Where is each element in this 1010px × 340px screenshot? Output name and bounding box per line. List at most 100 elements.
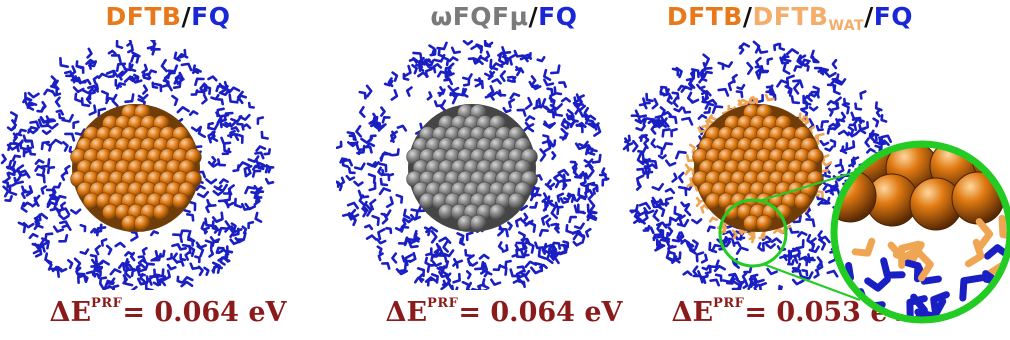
water-molecule bbox=[749, 278, 755, 288]
water-molecule bbox=[727, 79, 736, 92]
water-molecule bbox=[17, 128, 27, 136]
water-molecule bbox=[515, 241, 526, 251]
water-molecule bbox=[215, 211, 224, 223]
water-molecule bbox=[105, 244, 113, 256]
water-molecule bbox=[822, 183, 835, 191]
dftb-water-molecule bbox=[751, 96, 758, 106]
water-molecule bbox=[207, 161, 220, 168]
water-molecule bbox=[590, 183, 599, 193]
dftb-water-molecule bbox=[776, 227, 787, 235]
water-molecule bbox=[79, 248, 90, 255]
water-molecule bbox=[828, 107, 834, 117]
water-molecule bbox=[204, 239, 213, 250]
water-molecule bbox=[688, 79, 694, 89]
water-molecule bbox=[840, 111, 847, 122]
water-molecule bbox=[562, 120, 570, 129]
water-molecule bbox=[575, 123, 584, 134]
water-molecule bbox=[698, 77, 708, 84]
water-molecule bbox=[247, 220, 255, 230]
water-molecule bbox=[99, 276, 108, 285]
water-molecule bbox=[244, 166, 252, 178]
water-molecule bbox=[568, 215, 577, 224]
water-molecule bbox=[549, 92, 557, 103]
water-molecule bbox=[793, 65, 802, 72]
water-molecule bbox=[874, 101, 883, 112]
water-molecule bbox=[371, 214, 380, 226]
water-molecule bbox=[707, 98, 718, 106]
water-molecule bbox=[589, 148, 598, 155]
water-molecule bbox=[795, 239, 805, 250]
water-molecule bbox=[547, 110, 555, 119]
water-molecule bbox=[826, 269, 839, 278]
water-molecule bbox=[519, 56, 529, 63]
water-molecule bbox=[57, 266, 68, 273]
water-molecule bbox=[153, 82, 163, 93]
water-molecule bbox=[572, 240, 582, 247]
water-molecule bbox=[455, 88, 468, 97]
water-molecule bbox=[634, 117, 646, 124]
water-molecule bbox=[441, 249, 455, 258]
water-molecule bbox=[504, 259, 512, 268]
water-molecule bbox=[574, 142, 587, 151]
water-molecule bbox=[684, 203, 692, 217]
water-molecule bbox=[545, 217, 552, 228]
water-molecule bbox=[236, 232, 247, 241]
water-molecule bbox=[341, 158, 349, 168]
water-molecule bbox=[560, 127, 568, 141]
water-molecule bbox=[353, 180, 364, 187]
water-molecule-zoomed bbox=[864, 276, 891, 292]
water-molecule bbox=[792, 214, 802, 224]
water-molecule bbox=[732, 241, 742, 248]
water-molecule bbox=[583, 107, 590, 119]
water-molecule bbox=[765, 243, 776, 250]
water-molecule bbox=[50, 75, 57, 87]
water-molecule bbox=[558, 81, 567, 89]
water-molecule bbox=[137, 258, 148, 265]
water-molecule bbox=[377, 166, 384, 177]
water-molecule bbox=[452, 257, 458, 267]
water-molecule bbox=[572, 93, 581, 105]
water-molecule bbox=[656, 221, 668, 229]
water-molecule bbox=[652, 209, 660, 222]
water-molecule bbox=[369, 198, 377, 211]
water-molecule bbox=[706, 225, 716, 233]
water-molecule bbox=[562, 240, 570, 249]
water-molecule bbox=[410, 213, 422, 221]
water-molecule bbox=[587, 189, 594, 201]
water-molecule bbox=[703, 106, 712, 114]
water-molecule bbox=[498, 53, 506, 65]
water-molecule bbox=[847, 126, 855, 137]
nanoparticle bbox=[70, 104, 202, 232]
water-molecule bbox=[253, 194, 261, 206]
water-molecule bbox=[480, 262, 489, 275]
water-molecule bbox=[22, 144, 30, 155]
water-molecule bbox=[124, 266, 132, 279]
water-molecule bbox=[141, 246, 148, 256]
water-molecule bbox=[541, 98, 550, 111]
water-molecule bbox=[701, 95, 710, 104]
water-molecule bbox=[40, 140, 50, 151]
water-molecule bbox=[437, 88, 446, 95]
water-molecule bbox=[535, 99, 543, 109]
water-molecule bbox=[118, 261, 130, 269]
water-molecule bbox=[819, 139, 830, 147]
water-molecule bbox=[499, 70, 506, 82]
water-molecule bbox=[465, 231, 474, 242]
water-molecule bbox=[368, 161, 380, 168]
water-molecule bbox=[390, 130, 398, 143]
water-molecule bbox=[676, 231, 684, 243]
water-molecule bbox=[811, 55, 820, 64]
water-molecule bbox=[778, 42, 786, 51]
dftb-water-molecule bbox=[816, 132, 825, 143]
water-molecule bbox=[181, 243, 192, 255]
water-molecule bbox=[702, 53, 710, 67]
water-molecule bbox=[651, 183, 664, 191]
water-molecule bbox=[643, 207, 655, 215]
water-molecule bbox=[137, 93, 149, 101]
water-molecule-zoomed bbox=[901, 258, 922, 283]
water-molecule bbox=[458, 237, 466, 246]
water-molecule bbox=[633, 210, 641, 221]
water-molecule bbox=[34, 247, 43, 258]
water-molecule bbox=[834, 158, 843, 168]
